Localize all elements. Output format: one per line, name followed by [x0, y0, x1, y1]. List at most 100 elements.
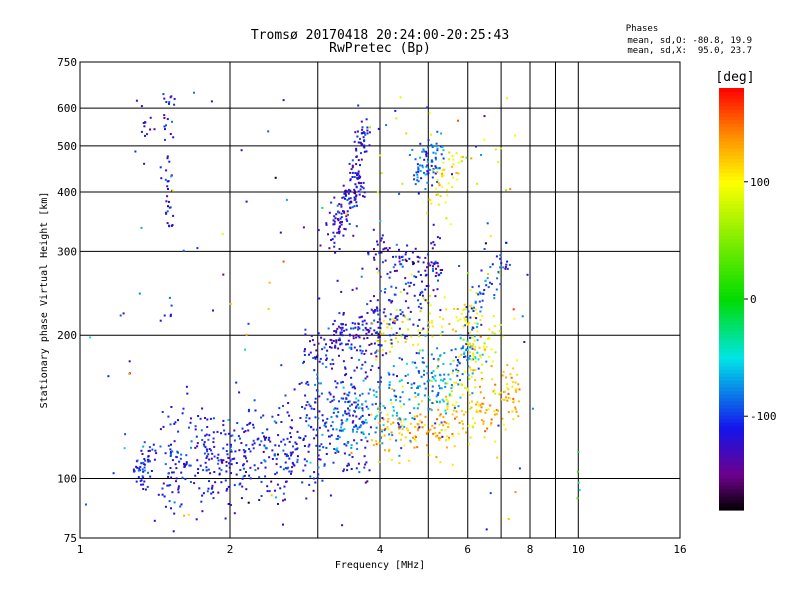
data-point [434, 172, 437, 175]
data-point [349, 179, 352, 182]
data-point [446, 189, 449, 192]
data-point [171, 450, 174, 453]
data-point [330, 346, 333, 349]
data-point [361, 407, 364, 410]
data-point [354, 326, 357, 329]
data-point [338, 211, 341, 214]
data-point [345, 397, 348, 400]
data-point [230, 434, 232, 437]
data-point [437, 359, 440, 362]
data-point [386, 426, 389, 429]
data-point [445, 308, 448, 311]
data-point [421, 166, 424, 169]
data-point [353, 140, 356, 143]
data-point [280, 440, 283, 443]
data-point [303, 360, 305, 363]
data-point [237, 435, 240, 438]
data-point [359, 425, 362, 428]
data-point [475, 292, 478, 295]
data-point [334, 407, 337, 410]
data-point [426, 433, 428, 435]
data-point [290, 436, 292, 439]
data-point [196, 442, 199, 445]
data-point [174, 463, 177, 466]
data-point [474, 308, 477, 311]
data-point [140, 479, 143, 482]
data-point [185, 463, 188, 466]
data-point [417, 427, 420, 430]
data-point [278, 444, 280, 447]
colorbar-segment [719, 165, 744, 170]
data-point [253, 442, 256, 445]
chart-subtitle: RwPretec (Bp) [329, 41, 431, 56]
data-point [404, 253, 407, 256]
data-point [479, 335, 482, 338]
data-point [261, 432, 264, 434]
data-point [392, 409, 395, 412]
data-point [387, 417, 390, 420]
data-point [461, 373, 464, 376]
data-point [477, 358, 480, 361]
data-point [222, 419, 225, 422]
data-point [244, 455, 247, 458]
data-point [499, 391, 502, 394]
data-point [465, 156, 468, 159]
data-point [336, 231, 339, 234]
data-point [444, 385, 447, 388]
data-point [457, 355, 460, 358]
data-point [425, 173, 428, 176]
data-point [516, 359, 518, 362]
data-point [290, 454, 292, 457]
data-point [380, 172, 383, 175]
data-point [388, 299, 391, 301]
data-point [353, 369, 356, 372]
data-point [249, 466, 252, 469]
data-point [491, 360, 494, 363]
data-point [189, 481, 192, 483]
data-point [431, 385, 434, 388]
data-point [423, 150, 426, 153]
data-point [465, 322, 468, 325]
data-point [407, 429, 409, 432]
data-point [432, 171, 435, 174]
data-point [305, 414, 308, 417]
data-point [342, 196, 345, 199]
data-point [168, 500, 171, 503]
data-point [352, 414, 355, 417]
data-point [331, 358, 334, 361]
data-point [354, 322, 357, 325]
data-point [376, 271, 379, 274]
data-point [413, 415, 416, 418]
data-point [274, 444, 277, 447]
data-point [399, 438, 402, 441]
data-point [436, 400, 438, 403]
data-point [325, 354, 328, 357]
data-point [231, 434, 234, 437]
data-point [430, 164, 433, 167]
data-point [248, 422, 251, 425]
data-point [353, 385, 356, 388]
data-point [498, 271, 501, 274]
data-point [351, 421, 354, 424]
data-point [353, 401, 356, 404]
data-point [359, 424, 362, 427]
data-point [305, 404, 308, 407]
data-point [190, 417, 192, 420]
data-point [244, 430, 247, 432]
data-point [344, 193, 347, 196]
data-point [142, 461, 145, 464]
data-point [470, 375, 473, 378]
data-point [459, 396, 462, 399]
data-point [416, 179, 419, 182]
data-point [455, 356, 457, 359]
data-point [508, 397, 511, 400]
data-point [449, 223, 452, 226]
data-point [426, 106, 429, 109]
data-point [328, 391, 331, 394]
data-point [220, 469, 223, 472]
data-point [208, 480, 210, 483]
data-point [377, 336, 380, 339]
data-point [438, 373, 441, 376]
data-point [388, 323, 391, 326]
data-point [375, 440, 378, 443]
